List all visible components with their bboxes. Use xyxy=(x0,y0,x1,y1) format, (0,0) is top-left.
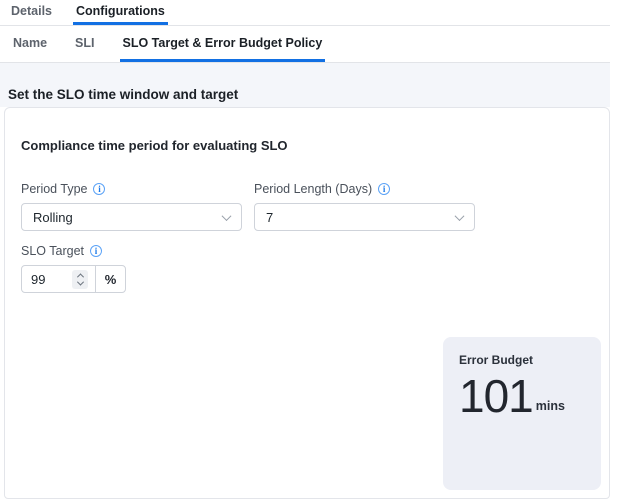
error-budget-card: Error Budget 101 mins xyxy=(443,337,601,490)
chevron-down-icon xyxy=(454,210,465,221)
period-length-select[interactable]: 7 xyxy=(254,203,475,231)
period-length-field: Period Length (Days) i 7 xyxy=(254,182,475,231)
compliance-subheading: Compliance time period for evaluating SL… xyxy=(21,138,288,153)
info-icon[interactable]: i xyxy=(378,183,391,195)
slo-target-field: SLO Target i % xyxy=(21,244,126,293)
error-budget-title: Error Budget xyxy=(459,353,534,367)
slo-target-input-group: % xyxy=(21,265,126,293)
tab-details[interactable]: Details xyxy=(11,4,52,18)
tab-configurations[interactable]: Configurations xyxy=(73,0,168,25)
section-heading: Set the SLO time window and target xyxy=(8,87,239,102)
subtab-name[interactable]: Name xyxy=(13,35,48,50)
error-budget-value: 101 xyxy=(459,370,534,422)
period-type-selected-value: Rolling xyxy=(33,209,73,225)
info-icon[interactable]: i xyxy=(90,245,103,257)
slo-target-input[interactable] xyxy=(22,266,72,292)
subtab-slo-target-error-budget-policy[interactable]: SLO Target & Error Budget Policy xyxy=(119,26,326,62)
number-stepper[interactable] xyxy=(72,269,88,289)
top-tab-bar: Details Configurations xyxy=(0,0,610,26)
period-type-label: Period Type xyxy=(21,182,88,196)
error-budget-unit: mins xyxy=(535,399,565,413)
period-type-select[interactable]: Rolling xyxy=(21,203,242,231)
period-type-field: Period Type i Rolling xyxy=(21,182,242,231)
slo-target-label: SLO Target xyxy=(21,244,85,258)
subtab-sli[interactable]: SLI xyxy=(75,35,95,50)
percent-unit-label: % xyxy=(95,266,125,292)
stepper-down-icon[interactable] xyxy=(76,278,84,286)
compliance-panel: Compliance time period for evaluating SL… xyxy=(4,107,610,499)
period-length-label: Period Length (Days) xyxy=(254,182,373,196)
period-length-selected-value: 7 xyxy=(266,209,274,225)
section-heading-band: Set the SLO time window and target xyxy=(0,63,610,107)
chevron-down-icon xyxy=(221,210,232,221)
config-sub-tab-bar: Name SLI SLO Target & Error Budget Polic… xyxy=(0,26,610,63)
info-icon[interactable]: i xyxy=(93,183,106,195)
